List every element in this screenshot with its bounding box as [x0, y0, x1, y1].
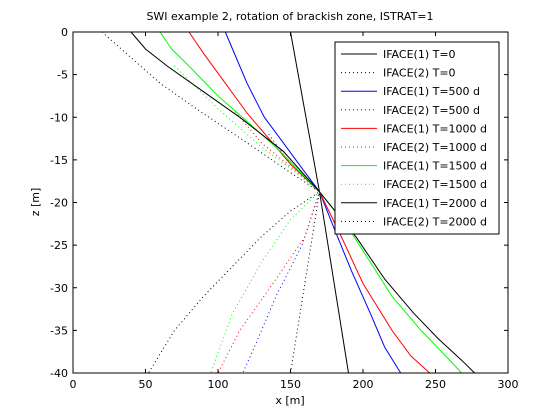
x-tick-label: 150 [280, 378, 301, 391]
series-line-8 [130, 31, 475, 374]
series-line-1 [290, 191, 320, 374]
legend-entry: IFACE(2) T=500 d [383, 104, 480, 117]
series-line-2 [224, 31, 402, 374]
legend-entry: IFACE(1) T=1000 d [383, 122, 487, 135]
series-line-4 [188, 31, 431, 374]
series-line-9 [101, 31, 321, 374]
chart-title: SWI example 2, rotation of brackish zone… [146, 10, 433, 23]
y-tick-label: -10 [50, 111, 68, 124]
y-axis: 0 -5 -10 -15 -20 -25 -30 -35 -40 [50, 26, 508, 380]
y-axis-label: z [m] [29, 188, 42, 217]
legend-box [334, 41, 500, 235]
plot-series [101, 31, 475, 374]
series-line-5 [217, 108, 321, 374]
legend-entry: IFACE(1) T=0 [383, 48, 456, 61]
legend: IFACE(1) T=0 IFACE(2) T=0 IFACE(1) T=500 d… [334, 41, 500, 235]
y-tick-label: -35 [50, 324, 68, 337]
series-line-3 [242, 134, 321, 374]
y-tick-label: -15 [50, 154, 68, 167]
legend-entry: IFACE(1) T=2000 d [383, 197, 487, 210]
legend-entry: IFACE(1) T=500 d [383, 85, 480, 98]
x-tick-label: 100 [208, 378, 229, 391]
x-tick-label: 50 [139, 378, 153, 391]
y-tick-label: -25 [50, 239, 68, 252]
legend-entry: IFACE(2) T=2000 d [383, 215, 487, 228]
y-tick-label: -30 [50, 282, 68, 295]
legend-entry: IFACE(1) T=1500 d [383, 160, 487, 173]
y-tick-label: -20 [50, 197, 68, 210]
x-axis-label: x [m] [275, 394, 304, 407]
series-line-7 [174, 65, 321, 374]
y-tick-label: -5 [57, 69, 68, 82]
legend-entry: IFACE(2) T=0 [383, 67, 456, 80]
x-tick-label: 200 [353, 378, 374, 391]
y-tick-label: 0 [61, 26, 68, 39]
legend-entry: IFACE(2) T=1500 d [383, 178, 487, 191]
x-axis: 0 50 100 150 200 250 300 [70, 32, 519, 391]
x-tick-label: 250 [425, 378, 446, 391]
x-tick-label: 300 [498, 378, 519, 391]
legend-entry: IFACE(2) T=1000 d [383, 141, 487, 154]
y-tick-label: -40 [50, 367, 68, 380]
x-tick-label: 0 [70, 378, 77, 391]
